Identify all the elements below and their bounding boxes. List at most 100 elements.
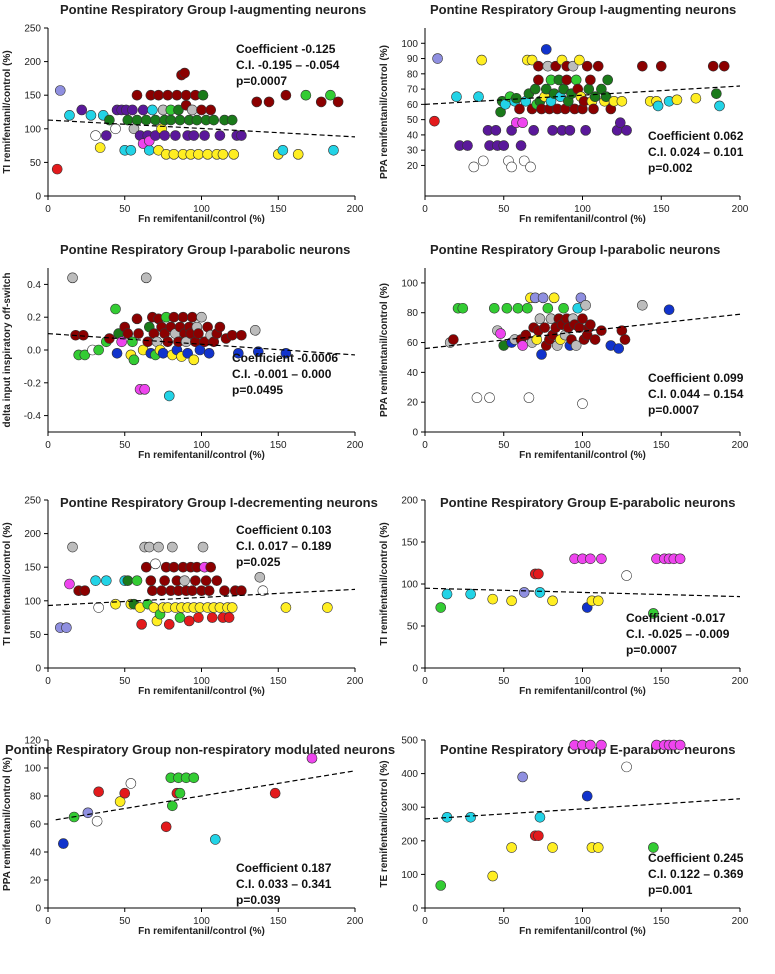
data-point [140,272,152,284]
data-point [174,612,186,623]
y-tick-label: 40 [407,368,419,379]
chart-title: Pontine Respiratory Group E-parabolic ne… [440,495,735,510]
stat-line: p=0.002 [648,161,693,175]
y-axis-label: TI remifentanil/control (%) [2,50,13,173]
data-point [525,161,536,173]
data-point [540,44,552,55]
y-axis-label: PPA remifentanil/control (%) [379,283,390,417]
data-point [90,130,101,141]
data-point [711,88,722,99]
y-tick-label: 200 [24,529,41,540]
data-point [517,771,528,783]
data-point [533,568,544,580]
data-point [180,89,192,101]
stat-line: p=0.001 [648,883,693,897]
data-point [490,125,502,136]
data-point [487,593,499,605]
trend-line [424,313,741,350]
data-point [581,60,593,72]
data-point [637,299,648,311]
data-point [257,585,269,597]
data-point [190,575,201,586]
y-tick-label: 0.2 [27,313,41,324]
chart-title: Pontine Respiratory Group I-parabolic ne… [60,242,350,257]
x-tick-label: 0 [422,676,428,687]
data-point [441,588,453,600]
y-tick-label: 0.0 [27,346,41,357]
y-tick-label: 0.4 [27,280,41,291]
data-point [506,842,517,853]
y-axis-label: TI remifentanil/control (%) [379,522,390,645]
x-axis-label: Fn remifentanil/control (%) [519,214,646,225]
chart-title: Pontine Respiratory Group I-augmenting n… [60,2,366,17]
data-point [94,142,106,153]
x-tick-label: 150 [270,204,287,215]
stat-line: Coefficient -0.125 [236,42,336,56]
x-tick-label: 100 [574,916,591,927]
trend-line [55,770,356,821]
panel-2: Pontine Respiratory Group I-augmenting n… [379,2,749,225]
data-point [197,541,209,553]
stat-line: C.I. 0.017 – 0.189 [236,539,332,553]
data-point [506,125,517,136]
data-point [518,587,530,598]
stat-line: Coefficient 0.099 [648,371,744,385]
data-point [533,60,544,72]
data-point [203,585,215,597]
data-point [147,585,158,597]
data-point [125,145,137,156]
y-tick-label: 90 [407,54,419,65]
data-point [477,155,489,167]
data-point [167,541,178,553]
data-point [517,117,528,128]
stat-line: p=0.039 [236,893,281,907]
data-point [511,92,522,104]
data-point [614,117,626,128]
x-tick-label: 150 [270,916,287,927]
y-tick-label: 20 [30,876,42,887]
data-point [663,304,675,316]
data-point [585,74,596,86]
data-point [514,103,525,115]
data-point [217,149,229,160]
data-point [236,585,247,597]
data-point [515,140,527,151]
data-point [168,149,180,160]
x-tick-label: 0 [45,440,51,451]
panel-6: Pontine Respiratory Group E-parabolic ne… [379,495,749,697]
x-axis-label: Fn remifentanil/control (%) [138,214,265,225]
data-point [142,336,154,348]
data-point [488,302,500,314]
data-point [570,340,582,351]
x-axis-label: Fn remifentanil/control (%) [138,686,265,697]
x-axis-label: Fn remifentanil/control (%) [519,686,646,697]
data-point [534,811,546,823]
data-point [214,321,226,333]
data-point [718,60,730,72]
data-point [101,575,112,586]
data-point [54,85,66,96]
data-point [104,114,115,126]
x-tick-label: 50 [498,440,510,451]
data-point [536,349,547,360]
data-point [236,329,247,341]
x-tick-label: 150 [270,440,287,451]
data-point [67,541,78,553]
data-point [577,313,588,324]
data-point [197,89,209,101]
y-tick-label: -0.2 [24,378,42,389]
data-point [140,114,152,126]
data-point [93,786,104,798]
data-point [671,94,683,106]
data-point [173,104,184,116]
data-point [432,53,443,64]
data-point [67,272,78,284]
data-point [534,313,546,324]
x-tick-label: 200 [347,440,364,451]
y-tick-label: 100 [401,580,418,591]
y-tick-label: 60 [30,820,42,831]
data-point [487,870,499,882]
data-point [448,334,459,345]
data-point [707,60,719,72]
data-point [228,149,240,160]
